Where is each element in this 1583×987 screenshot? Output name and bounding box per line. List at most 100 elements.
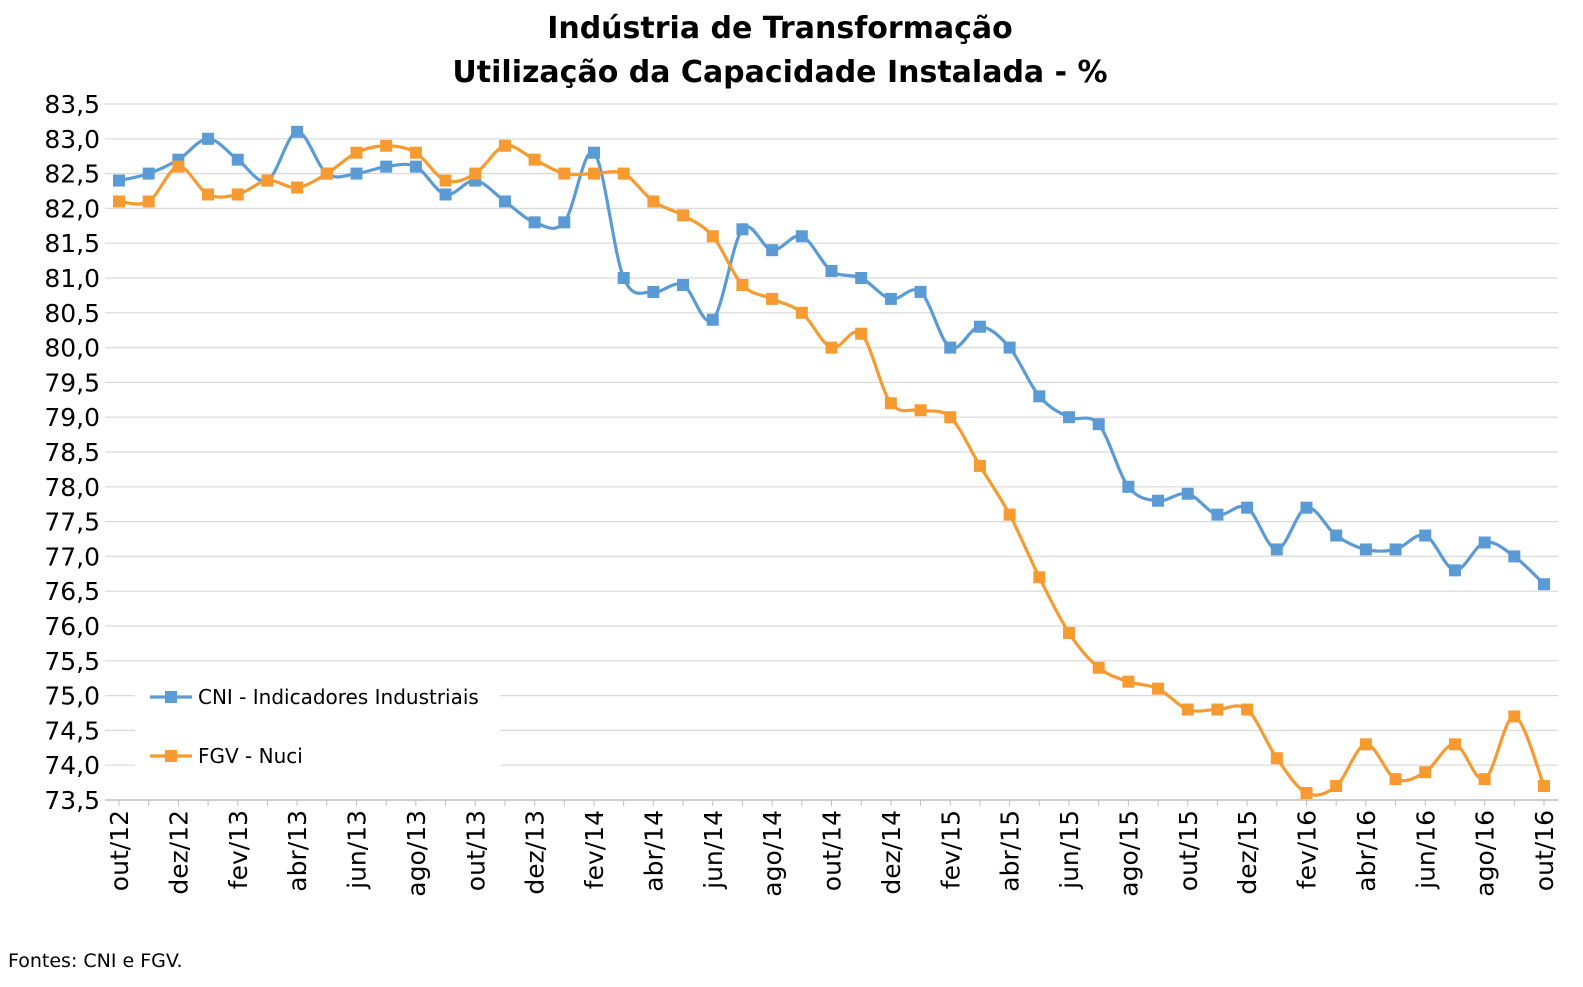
data-point — [736, 223, 749, 236]
y-tick-label: 79,0 — [44, 403, 100, 432]
x-tick-label: dez/14 — [877, 810, 906, 895]
y-tick-label: 74,0 — [44, 751, 100, 780]
data-point — [498, 139, 511, 152]
data-point — [231, 153, 244, 166]
data-point — [1538, 780, 1550, 793]
data-point — [439, 174, 452, 187]
y-tick-label: 81,0 — [44, 264, 100, 293]
data-point — [944, 341, 957, 354]
x-tick-label: abr/14 — [639, 810, 668, 892]
data-point — [647, 285, 660, 298]
data-point — [766, 244, 779, 257]
data-point — [1122, 480, 1135, 493]
y-tick-label: 76,0 — [44, 612, 100, 641]
data-point — [1330, 780, 1343, 793]
data-point — [973, 459, 986, 472]
x-axis: out/12 dez/12 fev/13 abr/13 jun/13 ago/13 out/… — [105, 799, 1559, 897]
x-tick-label: out/14 — [818, 810, 847, 891]
data-point — [706, 313, 719, 326]
y-tick-label: 82,0 — [44, 194, 100, 223]
y-tick-label: 74,5 — [44, 716, 100, 745]
series-fgv — [113, 139, 1550, 800]
data-point — [706, 230, 719, 243]
data-point — [558, 216, 571, 229]
data-point — [439, 188, 452, 201]
data-point — [1033, 390, 1046, 403]
data-point — [172, 160, 185, 173]
data-point — [291, 181, 304, 194]
data-point — [1359, 738, 1372, 751]
data-point — [736, 278, 749, 291]
data-point — [1092, 418, 1105, 431]
y-tick-label: 75,5 — [44, 647, 100, 676]
data-point — [1448, 564, 1461, 577]
x-tick-label: jun/16 — [1411, 810, 1440, 890]
data-point — [1300, 787, 1313, 800]
data-point — [1152, 682, 1165, 695]
y-tick-label: 78,5 — [44, 438, 100, 467]
data-point — [498, 195, 511, 208]
x-tick-label: ago/16 — [1471, 810, 1500, 897]
data-point — [558, 167, 571, 180]
data-point — [202, 132, 215, 145]
data-point — [1241, 501, 1254, 514]
data-point — [1508, 710, 1521, 723]
data-point — [944, 411, 957, 424]
y-tick-label: 73,5 — [44, 786, 100, 815]
x-tick-label: out/16 — [1530, 810, 1559, 891]
legend-item: CNI - Indicadores Industriais — [150, 685, 479, 709]
data-point — [142, 195, 155, 208]
y-tick-label: 80,5 — [44, 299, 100, 328]
data-point — [766, 292, 779, 305]
x-tick-label: fev/13 — [224, 810, 253, 889]
data-point — [1419, 766, 1432, 779]
data-point — [795, 306, 808, 319]
x-tick-label: ago/13 — [402, 810, 431, 897]
data-point — [320, 167, 333, 180]
data-point — [1270, 543, 1283, 556]
data-point — [1211, 703, 1224, 716]
data-point — [231, 188, 244, 201]
data-point — [914, 404, 927, 417]
y-axis: 73,5 74,0 74,5 75,0 75,5 76,0 76,5 77,0 77,5 78,0… — [44, 90, 100, 815]
x-tick-label: fev/15 — [936, 810, 965, 889]
data-point — [1181, 703, 1194, 716]
data-point — [1300, 501, 1313, 514]
legend-marker — [165, 750, 177, 762]
x-tick-label: out/15 — [1174, 810, 1203, 891]
data-point — [1330, 529, 1343, 542]
data-point — [409, 160, 422, 173]
y-tick-label: 83,0 — [44, 125, 100, 154]
data-point — [647, 195, 660, 208]
data-point — [914, 285, 927, 298]
data-point — [1270, 752, 1283, 765]
x-tick-label: abr/15 — [996, 810, 1025, 892]
x-tick-label: jun/13 — [343, 810, 372, 890]
data-point — [528, 216, 541, 229]
data-point — [1389, 543, 1402, 556]
data-point — [1003, 341, 1016, 354]
legend: CNI - Indicadores Industriais FGV - Nuci — [135, 668, 500, 796]
data-point — [617, 167, 630, 180]
data-point — [825, 265, 838, 278]
data-point — [1033, 571, 1046, 584]
data-point — [855, 272, 868, 284]
data-point — [380, 139, 393, 152]
data-point — [1003, 508, 1016, 521]
data-point — [1122, 675, 1135, 688]
data-point — [409, 146, 422, 159]
data-point — [1063, 626, 1075, 639]
series-group — [113, 125, 1550, 800]
data-point — [795, 230, 808, 243]
data-point — [884, 397, 897, 410]
y-tick-label: 83,5 — [44, 90, 100, 119]
data-point — [1359, 543, 1372, 556]
source-note: Fontes: CNI e FGV. — [8, 950, 183, 972]
x-tick-label: out/13 — [461, 810, 490, 891]
data-point — [1389, 773, 1402, 786]
data-point — [1181, 487, 1194, 500]
x-tick-label: abr/16 — [1352, 810, 1381, 892]
x-tick-label: out/12 — [105, 810, 134, 891]
y-tick-label: 76,5 — [44, 577, 100, 606]
